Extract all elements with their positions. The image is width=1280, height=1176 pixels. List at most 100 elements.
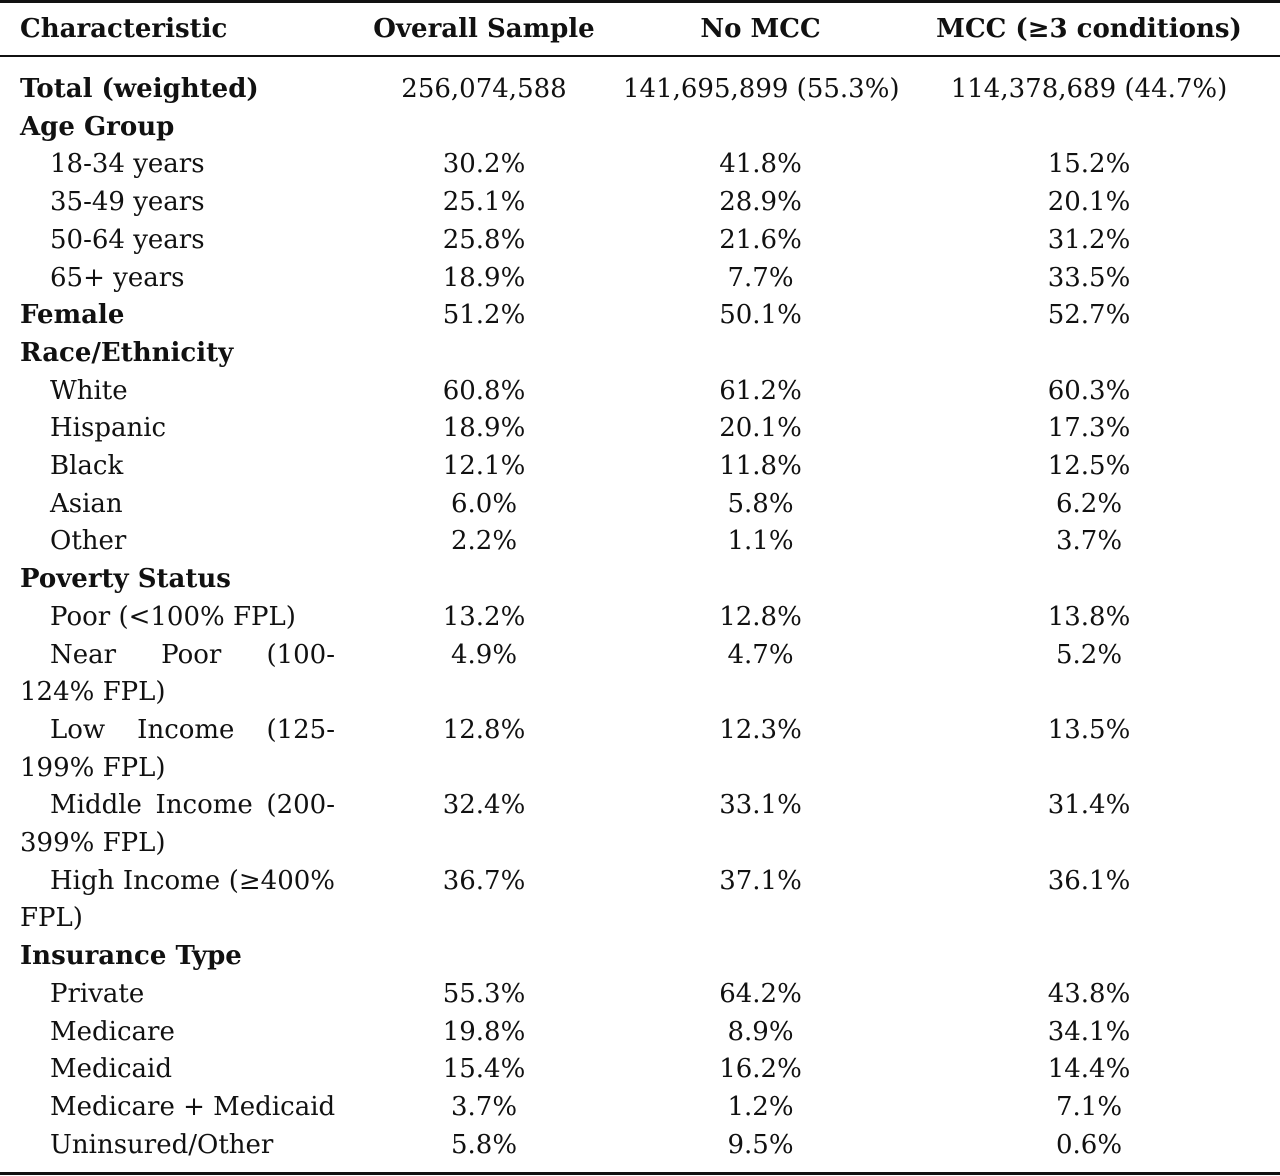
cell-no-mcc: 28.9% [719, 187, 802, 218]
cell-no-mcc: 7.7% [727, 262, 794, 293]
header-overall-sample: Overall Sample [373, 14, 595, 44]
bottom-rule [0, 1172, 1280, 1176]
cell-mcc: 13.5% [1047, 714, 1131, 745]
header-row: Characteristic Overall Sample No MCC MCC… [0, 1, 1280, 56]
cell-mcc: 114,378,689 (44.7%) [950, 74, 1228, 104]
cell-overall [345, 335, 623, 373]
cell-overall: 36.7% [442, 865, 526, 896]
cell-overall: 2.2% [450, 526, 518, 557]
cell-overall: 32.4% [442, 790, 526, 821]
cell-overall: 12.1% [442, 451, 526, 482]
table-row: Medicaid 15.4% 16.2% 14.4% [0, 1051, 1280, 1089]
cell-no-mcc: 4.7% [727, 639, 794, 670]
table-row: Medicare 19.8% 8.9% 34.1% [0, 1014, 1280, 1052]
table-row: High Income (≥400% FPL) 36.7% 37.1% 36.1… [0, 863, 1280, 938]
cell-no-mcc: 8.9% [727, 1016, 794, 1047]
cell-mcc: 60.3% [1047, 375, 1131, 406]
row-label: Hispanic [50, 413, 167, 444]
section-label: Age Group [20, 111, 175, 142]
table-row: Poor (<100% FPL) 13.2% 12.8% 13.8% [0, 599, 1280, 637]
cell-overall: 55.3% [442, 978, 526, 1009]
cell-overall: 256,074,588 [401, 74, 567, 104]
section-row: Race/Ethnicity [0, 335, 1280, 373]
cell-no-mcc: 64.2% [719, 978, 802, 1009]
table-row: Female 51.2% 50.1% 52.7% [0, 297, 1280, 335]
cell-no-mcc: 16.2% [719, 1054, 802, 1085]
row-label: Female [20, 300, 125, 331]
table-row: Medicare + Medicaid 3.7% 1.2% 7.1% [0, 1089, 1280, 1127]
cell-overall: 51.2% [442, 300, 526, 331]
row-label: Total (weighted) [20, 74, 259, 104]
cell-mcc: 3.7% [1055, 526, 1123, 557]
table-row: White 60.8% 61.2% 60.3% [0, 373, 1280, 411]
cell-no-mcc: 50.1% [719, 300, 802, 331]
row-label: Other [50, 526, 127, 557]
table-row: Uninsured/Other 5.8% 9.5% 0.6% [0, 1127, 1280, 1174]
cell-no-mcc [623, 938, 898, 976]
cell-mcc: 5.2% [1055, 639, 1123, 670]
row-label: Asian [50, 488, 123, 519]
row-label: 35-49 years [50, 187, 205, 218]
cell-no-mcc: 61.2% [719, 375, 802, 406]
cell-no-mcc: 5.8% [727, 488, 794, 519]
row-label: Near Poor (100-124% FPL) [20, 639, 335, 708]
cell-mcc: 31.4% [1047, 790, 1131, 821]
cell-mcc: 0.6% [1055, 1129, 1123, 1160]
table-row: Total (weighted) 256,074,588 141,695,899… [0, 56, 1280, 109]
row-label: High Income (≥400% FPL) [20, 865, 335, 934]
cell-no-mcc: 21.6% [719, 224, 802, 255]
table-row: Asian 6.0% 5.8% 6.2% [0, 486, 1280, 524]
row-label: Poor (<100% FPL) [50, 601, 296, 632]
cell-mcc: 43.8% [1047, 978, 1131, 1009]
cell-overall: 6.0% [450, 488, 518, 519]
cell-no-mcc: 12.3% [719, 714, 802, 745]
row-label: 65+ years [50, 262, 185, 293]
cell-mcc: 15.2% [1047, 149, 1131, 180]
cell-mcc: 33.5% [1047, 262, 1131, 293]
row-label: Medicare [50, 1016, 175, 1047]
cell-overall: 15.4% [442, 1054, 526, 1085]
cell-overall [345, 109, 623, 147]
cell-overall: 25.1% [442, 187, 526, 218]
cell-overall: 60.8% [442, 375, 526, 406]
table-row: Near Poor (100-124% FPL) 4.9% 4.7% 5.2% [0, 637, 1280, 712]
cell-mcc: 34.1% [1047, 1016, 1131, 1047]
cell-overall: 19.8% [442, 1016, 526, 1047]
section-row: Insurance Type [0, 938, 1280, 976]
cell-overall: 25.8% [442, 224, 526, 255]
cell-overall: 30.2% [442, 149, 526, 180]
header-characteristic: Characteristic [20, 14, 228, 44]
cell-mcc: 6.2% [1055, 488, 1123, 519]
cell-mcc: 31.2% [1047, 224, 1131, 255]
cell-overall [345, 938, 623, 976]
row-label: 50-64 years [50, 224, 205, 255]
cell-overall: 5.8% [450, 1129, 518, 1160]
cell-mcc: 7.1% [1055, 1091, 1123, 1122]
table-footer-rule [0, 1172, 1280, 1176]
table-body: Total (weighted) 256,074,588 141,695,899… [0, 56, 1280, 1174]
table-row: Private 55.3% 64.2% 43.8% [0, 976, 1280, 1014]
section-label: Insurance Type [20, 941, 242, 972]
cell-no-mcc: 41.8% [719, 149, 802, 180]
cell-mcc: 12.5% [1047, 451, 1131, 482]
cell-mcc: 14.4% [1047, 1054, 1131, 1085]
cell-mcc: 20.1% [1047, 187, 1131, 218]
table-header: Characteristic Overall Sample No MCC MCC… [0, 1, 1280, 56]
cell-overall: 12.8% [442, 714, 526, 745]
cell-overall [345, 561, 623, 599]
cell-mcc: 13.8% [1047, 601, 1131, 632]
cell-mcc [898, 109, 1280, 147]
cell-mcc [898, 561, 1280, 599]
cell-mcc: 36.1% [1047, 865, 1131, 896]
cell-no-mcc [623, 561, 898, 599]
header-no-mcc: No MCC [700, 14, 821, 44]
row-label: Uninsured/Other [50, 1129, 274, 1160]
cell-no-mcc: 1.2% [727, 1091, 794, 1122]
table-row: Hispanic 18.9% 20.1% 17.3% [0, 410, 1280, 448]
section-row: Age Group [0, 109, 1280, 147]
cell-no-mcc [623, 109, 898, 147]
table-row: Middle Income (200-399% FPL) 32.4% 33.1%… [0, 787, 1280, 862]
table-row: 18-34 years 30.2% 41.8% 15.2% [0, 146, 1280, 184]
